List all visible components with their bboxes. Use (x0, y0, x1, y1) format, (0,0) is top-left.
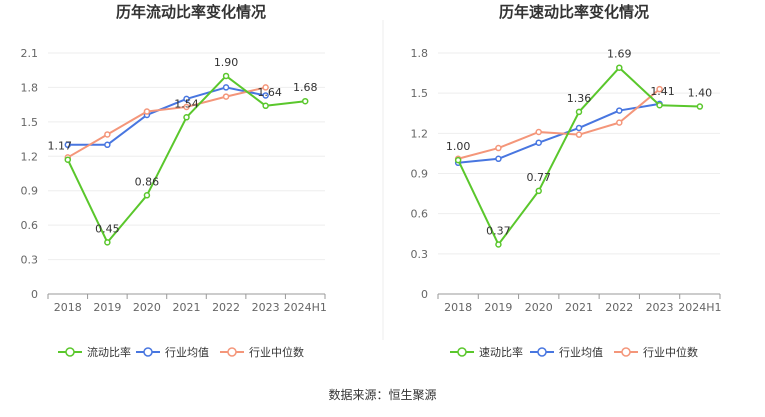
chart0-legend-marker-2 (227, 347, 237, 357)
chart0-xtick-label: 2020 (133, 301, 161, 314)
chart0-series-2-line (67, 86, 266, 159)
chart0-series-2-point (262, 84, 269, 91)
chart0-series-0-point (183, 114, 190, 121)
chart0-series-1-point (64, 141, 72, 149)
chart0-xtick-label: 2024H1 (284, 301, 327, 314)
chart0-series-0-point (64, 156, 72, 163)
chart1-series-0-point (535, 187, 542, 195)
chart1-data-label: 1.40 (688, 87, 713, 100)
chart0-title: 历年流动比率变化情况 (116, 3, 266, 21)
chart0-series-2-point (143, 108, 151, 115)
chart0-data-label: 1.68 (293, 81, 318, 94)
chart1-series-1-line (458, 102, 660, 164)
chart0-series-1-point (104, 141, 111, 149)
chart0-ytick-label: 1.2 (21, 150, 39, 163)
chart1-ytick-label: 0 (421, 288, 428, 301)
chart0-series-1-point (262, 92, 269, 99)
chart0-series-1-point (222, 84, 230, 91)
chart0-series-2-point (104, 131, 111, 138)
chart1-series-0-point (575, 108, 583, 116)
chart1-series-0-point (454, 156, 462, 164)
chart1-data-label: 1.36 (567, 92, 592, 105)
chart0-series-0-point (143, 192, 151, 199)
chart0-data-label: 1.90 (214, 56, 239, 69)
chart1-legend-marker-2 (621, 347, 631, 357)
chart0-xtick-label: 2018 (54, 301, 82, 314)
chart0-legend-marker-1 (143, 347, 153, 357)
chart1-series-2-line (457, 88, 661, 160)
chart1-series-1-point (535, 139, 542, 146)
chart0-legend-label-1: 行业均值 (165, 346, 209, 359)
chart0-series-0-point (301, 97, 309, 105)
chart1-series-2-point (495, 144, 502, 152)
chart0-series-0-point (222, 72, 230, 80)
chart1-ytick-label: 1.8 (411, 47, 429, 60)
chart1-series-1-point (616, 107, 623, 114)
chart1-xtick-label: 2023 (646, 301, 674, 314)
chart1-series-1-point (495, 155, 502, 163)
chart1-xtick-label: 2024H1 (678, 301, 721, 314)
chart1-ytick-label: 1.2 (411, 127, 429, 140)
chart0-ytick-label: 1.8 (21, 81, 39, 94)
chart0-series-0-point (104, 239, 111, 246)
chart1-xtick-label: 2020 (525, 301, 553, 314)
chart1-data-label: 1.41 (650, 85, 675, 98)
chart1-xtick-label: 2018 (444, 301, 472, 314)
chart0-data-label: 0.86 (135, 175, 160, 188)
chart1-ytick-label: 0.9 (411, 168, 429, 181)
chart0-xtick-label: 2021 (173, 301, 201, 314)
chart1-legend-marker-0 (457, 347, 467, 357)
chart0-data-label: 1.17 (48, 140, 73, 153)
chart0-series-2-point (183, 103, 190, 111)
chart1-legend-label-0: 速动比率 (479, 345, 523, 359)
chart1-data-label: 0.77 (526, 171, 551, 184)
source-note: 数据来源：恒生聚源 (328, 387, 436, 402)
chart1-series-2-point (535, 128, 542, 136)
chart0-legend-label-2: 行业中位数 (249, 345, 304, 359)
chart0-xtick-label: 2019 (93, 301, 121, 314)
chart1-series-0-point (696, 103, 704, 110)
chart0-ytick-label: 0 (31, 288, 38, 301)
chart0-series-0-point (262, 102, 269, 110)
chart1-ytick-label: 1.5 (411, 87, 429, 100)
chart1-series-0-point (656, 101, 663, 109)
chart0-legend-label-0: 流动比率 (87, 345, 131, 359)
chart1-ytick-label: 0.6 (411, 208, 429, 221)
chart0-data-label: 1.54 (174, 97, 199, 110)
chart0-xtick-label: 2022 (212, 301, 240, 314)
chart0-ytick-label: 2.1 (21, 47, 39, 60)
chart1-data-label: 1.69 (607, 48, 632, 61)
chart0-data-label: 1.64 (257, 86, 282, 99)
chart0-ytick-label: 0.9 (21, 185, 39, 198)
chart1-series-0-point (495, 241, 502, 248)
chart1-series-0-point (616, 64, 623, 71)
chart1-xtick-label: 2022 (605, 301, 633, 314)
chart1-xtick-label: 2019 (484, 301, 512, 314)
chart1-legend-label-2: 行业中位数 (643, 345, 698, 359)
chart0-data-label: 0.45 (95, 222, 120, 235)
chart0-ytick-label: 0.3 (21, 254, 39, 267)
chart1-series-2-point (656, 85, 663, 93)
chart1-legend-label-1: 行业均值 (559, 346, 603, 359)
chart1-series-2-point (616, 119, 623, 126)
chart0-series-2-point (222, 93, 230, 100)
chart1-series-1-point (575, 124, 583, 132)
chart0-legend-marker-0 (65, 347, 75, 357)
chart1-ytick-label: 0.3 (411, 248, 429, 261)
chart0-ytick-label: 0.6 (21, 219, 39, 232)
chart1-xtick-label: 2021 (565, 301, 593, 314)
chart1-title: 历年速动比率变化情况 (499, 3, 649, 21)
chart0-ytick-label: 1.5 (21, 116, 39, 129)
chart1-series-2-point (575, 131, 583, 138)
chart0-xtick-label: 2023 (252, 301, 280, 314)
chart0-series-1-point (183, 95, 190, 103)
chart1-legend-marker-1 (537, 347, 547, 357)
chart0-series-1-line (67, 86, 266, 146)
chart1-data-label: 0.37 (486, 224, 511, 237)
chart1-data-label: 1.00 (446, 140, 471, 153)
